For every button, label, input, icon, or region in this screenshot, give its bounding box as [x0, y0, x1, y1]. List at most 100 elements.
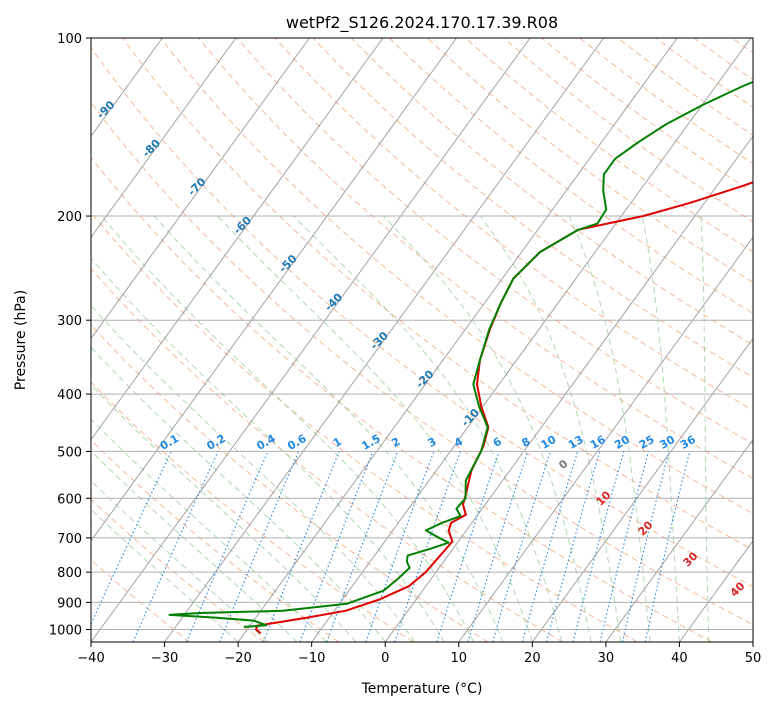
y-tick-label: 900: [57, 596, 82, 611]
isotherm-line: [0, 38, 236, 642]
mixing-ratio-line: [645, 451, 690, 642]
x-tick-label: 10: [451, 651, 468, 666]
mixing-ratio-label: 0.1: [158, 432, 181, 453]
dry-adiabat-line: [0, 38, 264, 642]
dry-adiabat-line: [732, 38, 775, 642]
mixing-ratio-line: [547, 451, 600, 642]
x-tick-label: 40: [671, 651, 688, 666]
mixing-ratio-label: 1.5: [359, 432, 382, 453]
mixing-ratio-label: 2: [389, 435, 402, 450]
y-axis-label: Pressure (hPa): [13, 290, 29, 390]
x-ticks: −40 −30 −20 −10 0 10 20 30 40 50: [77, 642, 761, 666]
mixing-ratio-label: 16: [588, 433, 608, 452]
isotherm-label: -100: [46, 57, 75, 86]
mixing-ratio-label: 4: [452, 435, 465, 450]
mixing-ratio-label: 1: [331, 435, 344, 450]
mixing-ratio-line: [366, 451, 434, 642]
mixing-ratio-label: 0.4: [254, 432, 278, 453]
y-tick-label: 1000: [49, 623, 82, 638]
pressure-gridlines: [91, 38, 753, 629]
x-tick-label: −30: [151, 651, 178, 666]
y-tick-label: 100: [57, 32, 82, 47]
moist-adiabat-line: [701, 216, 709, 642]
mixing-ratio-label: 25: [637, 433, 657, 452]
x-tick-label: 30: [598, 651, 615, 666]
mixing-ratio-line: [468, 451, 528, 642]
isotherm-label: -40: [322, 290, 345, 313]
mixing-ratio-label: 20: [612, 433, 632, 452]
mixing-ratio-line: [493, 451, 551, 642]
mixing-ratio-lines: [83, 451, 690, 642]
isotherm-line: [679, 38, 775, 642]
mixing-ratio-line: [83, 451, 171, 642]
x-tick-label: 0: [381, 651, 389, 666]
isotherm-label: -30: [368, 329, 391, 352]
mixing-ratio-line: [395, 451, 461, 642]
moist-adiabat-line: [218, 216, 533, 642]
mixing-ratio-line: [623, 451, 669, 642]
dry-adiabat-line: [465, 38, 775, 642]
mixing-ratio-line: [573, 451, 624, 642]
dry-adiabat-line: [770, 38, 775, 642]
x-tick-label: −20: [224, 651, 251, 666]
mixing-ratio-label: 30: [657, 433, 677, 452]
mixing-ratio-label: 6: [491, 435, 504, 450]
y-tick-label: 500: [57, 445, 82, 460]
x-tick-label: 50: [745, 651, 762, 666]
y-tick-label: 300: [57, 314, 82, 329]
moist-adiabat-line: [0, 216, 326, 642]
dry-adiabat-line: [504, 38, 775, 642]
dry-adiabat-line: [427, 38, 775, 642]
y-tick-label: 700: [57, 532, 82, 547]
isotherm-label: -10: [459, 406, 482, 429]
dry-adiabat-line: [351, 38, 775, 642]
isotherm-line: [753, 38, 775, 642]
dry-adiabat-line: [0, 38, 637, 642]
x-tick-label: −40: [77, 651, 104, 666]
isotherm-line: [0, 38, 383, 642]
dry-adiabat-line: [0, 38, 339, 642]
mixing-ratio-label: 0.2: [205, 432, 228, 453]
isotherm-label: -50: [276, 252, 299, 275]
mixing-ratio-line: [437, 451, 499, 642]
isotherm-label: -70: [185, 175, 208, 198]
moist-adiabat-line: [0, 216, 356, 642]
isotherm-line: [238, 38, 677, 642]
upper-isotherm-label: 20: [636, 518, 656, 538]
isotherm-line: [0, 38, 309, 642]
upper-isotherm-label: 30: [681, 549, 701, 569]
mixing-ratio-label: 36: [678, 433, 698, 452]
x-tick-label: 20: [524, 651, 541, 666]
mixing-ratio-line: [600, 451, 649, 642]
isotherm-line: [532, 38, 775, 642]
upper-isotherm-label: 0: [556, 457, 571, 472]
chart-title: wetPf2_S126.2024.170.17.39.R08: [286, 13, 558, 33]
mixing-ratio-label: 0.6: [285, 432, 309, 453]
x-tick-label: −10: [298, 651, 325, 666]
isotherm-label: -90: [94, 98, 117, 121]
y-tick-label: 600: [57, 492, 82, 507]
y-tick-label: 800: [57, 566, 82, 581]
y-tick-label: 200: [57, 210, 82, 225]
dry-adiabat-line: [161, 38, 775, 642]
moist-adiabat-line: [0, 216, 238, 642]
x-axis-label: Temperature (°C): [361, 681, 483, 697]
isotherm-line: [91, 38, 530, 642]
isotherm-label: -20: [413, 367, 436, 390]
isotherm-label: -80: [140, 137, 163, 160]
dry-adiabat-line: [389, 38, 775, 642]
temperature-line: [256, 38, 775, 633]
moist-adiabat-line: [0, 216, 297, 642]
mixing-ratio-label: 3: [425, 435, 438, 450]
mixing-ratio-line: [523, 451, 578, 642]
mixing-ratio-label: 10: [539, 433, 559, 452]
moist-adiabat-line: [57, 216, 445, 642]
moist-adiabat-line: [642, 216, 679, 642]
isotherm-line: [459, 38, 775, 642]
mixing-ratio-label: 13: [566, 433, 586, 452]
